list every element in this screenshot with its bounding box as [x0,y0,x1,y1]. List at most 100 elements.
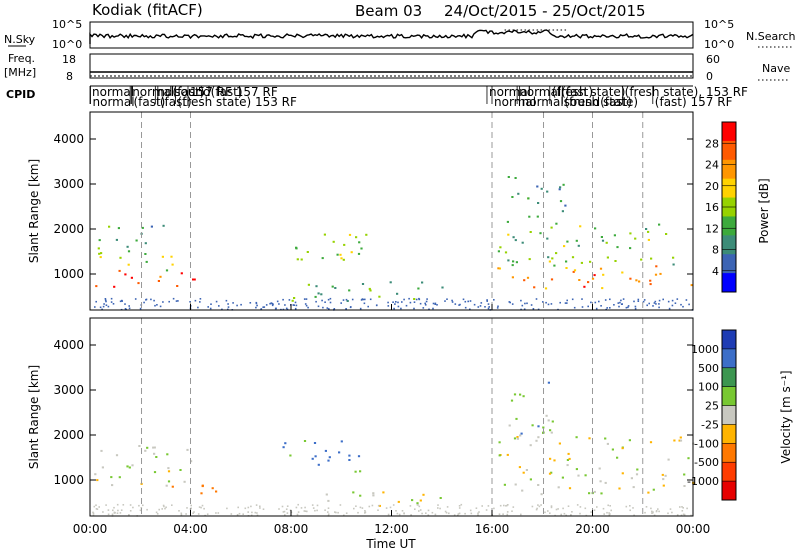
ground-scatter-cell [523,308,526,310]
ground-scatter-cell [425,512,427,514]
ground-scatter-cell [260,308,263,310]
ground-scatter-cell [107,509,110,511]
heatmap-cell [567,452,570,455]
colorbar-segment [722,405,736,425]
heatmap-cell [313,442,317,444]
ground-scatter-cell [432,307,434,310]
cpid-event-label: (fresh state) 153 RF [177,95,297,109]
ground-scatter-cell [227,303,229,305]
ground-scatter-cell [340,302,342,304]
heatmap-cell [108,225,111,228]
ground-scatter-cell [424,304,427,306]
ground-scatter-cell [314,509,316,512]
ground-scatter-cell [686,507,688,510]
ground-scatter-cell [566,299,568,302]
heatmap-cell [118,269,121,272]
heatmap-cell [523,279,526,282]
heatmap-cell [510,399,514,402]
heatmap-cell [528,258,531,261]
ground-scatter-cell [499,504,502,507]
heatmap-cell [519,393,522,396]
ground-scatter-cell [364,298,366,301]
ground-scatter-cell [119,300,122,303]
heatmap-cell [551,420,554,423]
ground-scatter-cell [394,303,396,305]
cpid-event-label: (fresh state) [564,95,638,109]
heatmap-cell [124,273,127,276]
nave-tick-bottom: 0 [706,70,713,83]
heatmap-cell [161,255,164,258]
ground-scatter-cell [484,306,486,308]
y-tick-label: 1000 [53,267,84,281]
ground-scatter-cell [655,510,658,513]
heatmap-cell [100,449,103,452]
heatmap-cell [118,476,121,479]
heatmap-cell [320,293,323,296]
heatmap-cell [117,227,120,230]
heatmap-cell [629,277,632,280]
heatmap-cell [550,431,553,434]
heatmap-cell [359,494,362,497]
heatmap-cell [621,271,624,274]
ground-scatter-cell [508,301,511,303]
ground-scatter-cell [206,513,209,515]
heatmap-cell [314,295,317,298]
ground-scatter-cell [121,300,123,302]
ground-scatter-cell [362,298,365,301]
heatmap-cell [190,460,193,463]
ground-scatter-cell [276,300,279,303]
heatmap-cell [157,280,160,282]
heatmap-cell [683,485,686,487]
colorbar-tick-label: 28 [705,137,719,150]
ground-scatter-cell [104,299,107,302]
beam-label: Beam 03 [355,2,422,20]
heatmap-cell [357,252,361,255]
heatmap-cell [153,452,156,455]
ground-scatter-cell [642,300,645,303]
heatmap-cell [127,250,131,253]
power-grid [141,112,644,310]
heatmap-cell [520,432,523,435]
ground-scatter-cell [576,504,579,506]
ground-scatter-cell [327,511,329,513]
heatmap-cell [503,483,506,486]
heatmap-cell [144,242,147,245]
heatmap-cell [282,446,285,449]
ground-scatter-cell [557,508,559,510]
colorbar-segment [722,462,736,482]
ground-scatter-cell [92,512,95,515]
ground-scatter-cell [679,506,681,508]
ground-scatter-cell [571,298,574,301]
heatmap-cell [551,257,554,260]
ground-scatter-cell [297,511,300,513]
heatmap-cell [98,239,101,242]
colorbar-segment [722,367,736,388]
ground-scatter-cell [128,305,130,307]
ground-scatter-cell [397,301,399,304]
x-tick-label: 00:00 [676,522,711,536]
ground-scatter-cell [92,514,95,516]
ground-scatter-cell [255,504,258,506]
cpid-event-label: (fast) [133,95,165,109]
heatmap-cell [422,493,425,496]
heatmap-cell [95,285,98,288]
ground-scatter-cell [469,300,472,302]
heatmap-cell [555,222,558,225]
ground-scatter-cell [594,301,597,304]
ground-scatter-cell [361,507,364,509]
heatmap-cell [153,471,157,474]
ground-scatter-cell [281,505,284,508]
heatmap-cell [528,215,531,218]
ground-scatter-cell [434,302,437,305]
heatmap-cell [513,393,517,396]
heatmap-cell [638,280,641,283]
colorbar-segment [722,254,736,274]
ground-scatter-cell [240,303,242,306]
ground-scatter-cell [369,298,372,301]
ground-scatter-cell [493,507,495,510]
ground-scatter-cell [643,299,646,301]
ground-scatter-cell [103,303,105,305]
heatmap-cell [293,297,296,299]
heatmap-cell [548,260,551,263]
heatmap-cell [515,261,518,264]
